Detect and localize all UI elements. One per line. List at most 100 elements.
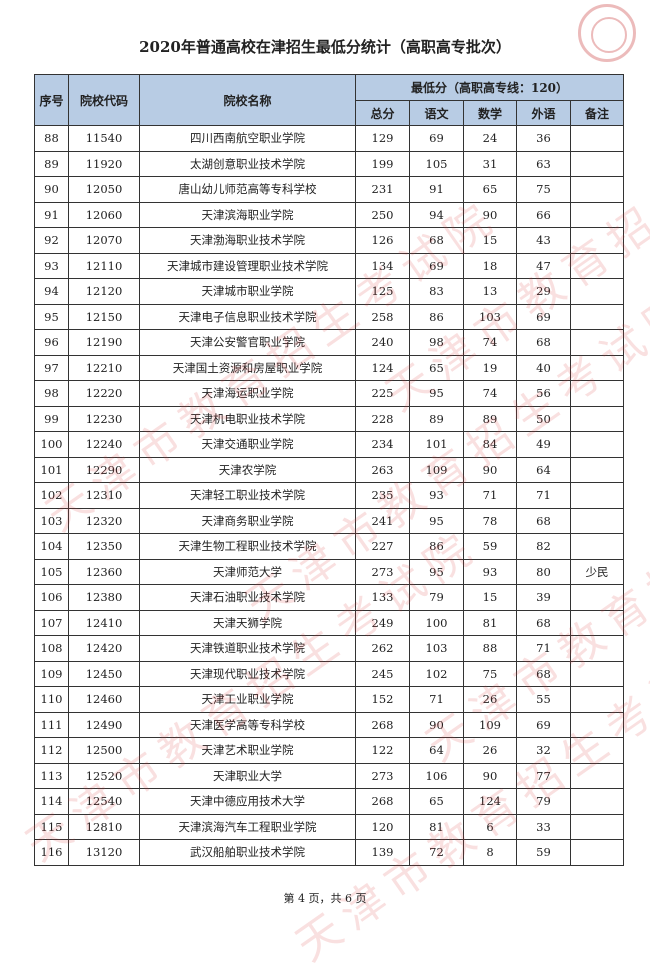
cell-foreign: 79 bbox=[516, 788, 571, 815]
header-min-score: 最低分（高职高专线：120） bbox=[354, 74, 625, 101]
cell-foreign: 69 bbox=[516, 711, 571, 738]
table-row: 97 12210 天津国土资源和房屋职业学院 124 65 19 40 bbox=[34, 354, 625, 381]
table-row: 103 12320 天津商务职业学院 241 95 78 68 bbox=[34, 507, 625, 534]
cell-chinese: 109 bbox=[409, 456, 464, 483]
table-row: 99 12230 天津机电职业技术学院 228 89 89 50 bbox=[34, 405, 625, 432]
cell-foreign: 47 bbox=[516, 252, 571, 279]
table-row: 90 12050 唐山幼儿师范高等专科学校 231 91 65 75 bbox=[34, 176, 625, 203]
cell-foreign: 50 bbox=[516, 405, 571, 432]
header-name: 院校名称 bbox=[139, 74, 356, 126]
cell-seq: 100 bbox=[34, 431, 69, 458]
cell-total: 235 bbox=[355, 482, 410, 509]
cell-foreign: 43 bbox=[516, 227, 571, 254]
cell-foreign: 36 bbox=[516, 125, 571, 152]
cell-chinese: 95 bbox=[409, 507, 464, 534]
cell-total: 245 bbox=[355, 660, 410, 687]
cell-foreign: 68 bbox=[516, 660, 571, 687]
cell-code: 12220 bbox=[68, 380, 140, 407]
cell-name: 天津交通职业学院 bbox=[139, 431, 356, 458]
score-table: 序号 院校代码 院校名称 最低分（高职高专线：120） 总分 语文 数学 外语 … bbox=[34, 74, 625, 866]
cell-seq: 102 bbox=[34, 482, 69, 509]
cell-seq: 115 bbox=[34, 813, 69, 840]
cell-chinese: 102 bbox=[409, 660, 464, 687]
cell-code: 12320 bbox=[68, 507, 140, 534]
cell-seq: 96 bbox=[34, 329, 69, 356]
cell-foreign: 29 bbox=[516, 278, 571, 305]
cell-seq: 107 bbox=[34, 609, 69, 636]
cell-math: 88 bbox=[463, 635, 517, 662]
cell-total: 250 bbox=[355, 201, 410, 228]
cell-code: 12500 bbox=[68, 737, 140, 764]
cell-note bbox=[569, 303, 625, 330]
cell-note bbox=[569, 686, 625, 713]
cell-math: 6 bbox=[463, 813, 517, 840]
cell-chinese: 68 bbox=[409, 227, 464, 254]
cell-math: 74 bbox=[463, 329, 517, 356]
cell-seq: 92 bbox=[34, 227, 69, 254]
cell-note bbox=[569, 329, 625, 356]
cell-note bbox=[569, 380, 625, 407]
cell-total: 231 bbox=[355, 176, 410, 203]
cell-math: 109 bbox=[463, 711, 517, 738]
cell-code: 12420 bbox=[68, 635, 140, 662]
cell-math: 124 bbox=[463, 788, 517, 815]
header-code: 院校代码 bbox=[68, 74, 140, 126]
cell-foreign: 71 bbox=[516, 482, 571, 509]
cell-name: 天津师范大学 bbox=[139, 558, 356, 585]
cell-seq: 95 bbox=[34, 303, 69, 330]
cell-code: 12460 bbox=[68, 686, 140, 713]
header-math: 数学 bbox=[463, 100, 517, 126]
cell-total: 120 bbox=[355, 813, 410, 840]
cell-note bbox=[569, 456, 625, 483]
cell-foreign: 55 bbox=[516, 686, 571, 713]
cell-chinese: 106 bbox=[409, 762, 464, 789]
table-row: 101 12290 天津农学院 263 109 90 64 bbox=[34, 456, 625, 483]
cell-seq: 91 bbox=[34, 201, 69, 228]
cell-math: 31 bbox=[463, 150, 517, 177]
cell-name: 天津滨海汽车工程职业学院 bbox=[139, 813, 356, 840]
cell-seq: 111 bbox=[34, 711, 69, 738]
cell-math: 15 bbox=[463, 584, 517, 611]
cell-code: 12060 bbox=[68, 201, 140, 228]
cell-name: 天津中德应用技术大学 bbox=[139, 788, 356, 815]
cell-seq: 88 bbox=[34, 125, 69, 152]
cell-seq: 116 bbox=[34, 839, 69, 866]
cell-note bbox=[569, 762, 625, 789]
cell-foreign: 68 bbox=[516, 609, 571, 636]
table-row: 113 12520 天津职业大学 273 106 90 77 bbox=[34, 762, 625, 789]
cell-name: 天津石油职业技术学院 bbox=[139, 584, 356, 611]
cell-note bbox=[569, 609, 625, 636]
cell-math: 90 bbox=[463, 201, 517, 228]
cell-name: 天津职业大学 bbox=[139, 762, 356, 789]
cell-seq: 109 bbox=[34, 660, 69, 687]
page-footer: 第 4 页，共 6 页 bbox=[283, 892, 367, 905]
cell-chinese: 95 bbox=[409, 558, 464, 585]
cell-chinese: 81 bbox=[409, 813, 464, 840]
cell-total: 199 bbox=[355, 150, 410, 177]
cell-foreign: 39 bbox=[516, 584, 571, 611]
cell-total: 273 bbox=[355, 762, 410, 789]
cell-foreign: 71 bbox=[516, 635, 571, 662]
cell-chinese: 86 bbox=[409, 303, 464, 330]
cell-seq: 98 bbox=[34, 380, 69, 407]
cell-seq: 103 bbox=[34, 507, 69, 534]
cell-code: 12410 bbox=[68, 609, 140, 636]
cell-foreign: 59 bbox=[516, 839, 571, 866]
cell-foreign: 40 bbox=[516, 354, 571, 381]
cell-foreign: 68 bbox=[516, 329, 571, 356]
cell-seq: 104 bbox=[34, 533, 69, 560]
cell-chinese: 98 bbox=[409, 329, 464, 356]
cell-foreign: 80 bbox=[516, 558, 571, 585]
cell-note bbox=[569, 482, 625, 509]
cell-seq: 112 bbox=[34, 737, 69, 764]
cell-code: 12490 bbox=[68, 711, 140, 738]
cell-total: 133 bbox=[355, 584, 410, 611]
table-row: 108 12420 天津铁道职业技术学院 262 103 88 71 bbox=[34, 635, 625, 662]
cell-chinese: 69 bbox=[409, 125, 464, 152]
cell-seq: 110 bbox=[34, 686, 69, 713]
cell-name: 天津工业职业学院 bbox=[139, 686, 356, 713]
cell-note bbox=[569, 507, 625, 534]
cell-note bbox=[569, 788, 625, 815]
cell-seq: 93 bbox=[34, 252, 69, 279]
cell-note bbox=[569, 150, 625, 177]
